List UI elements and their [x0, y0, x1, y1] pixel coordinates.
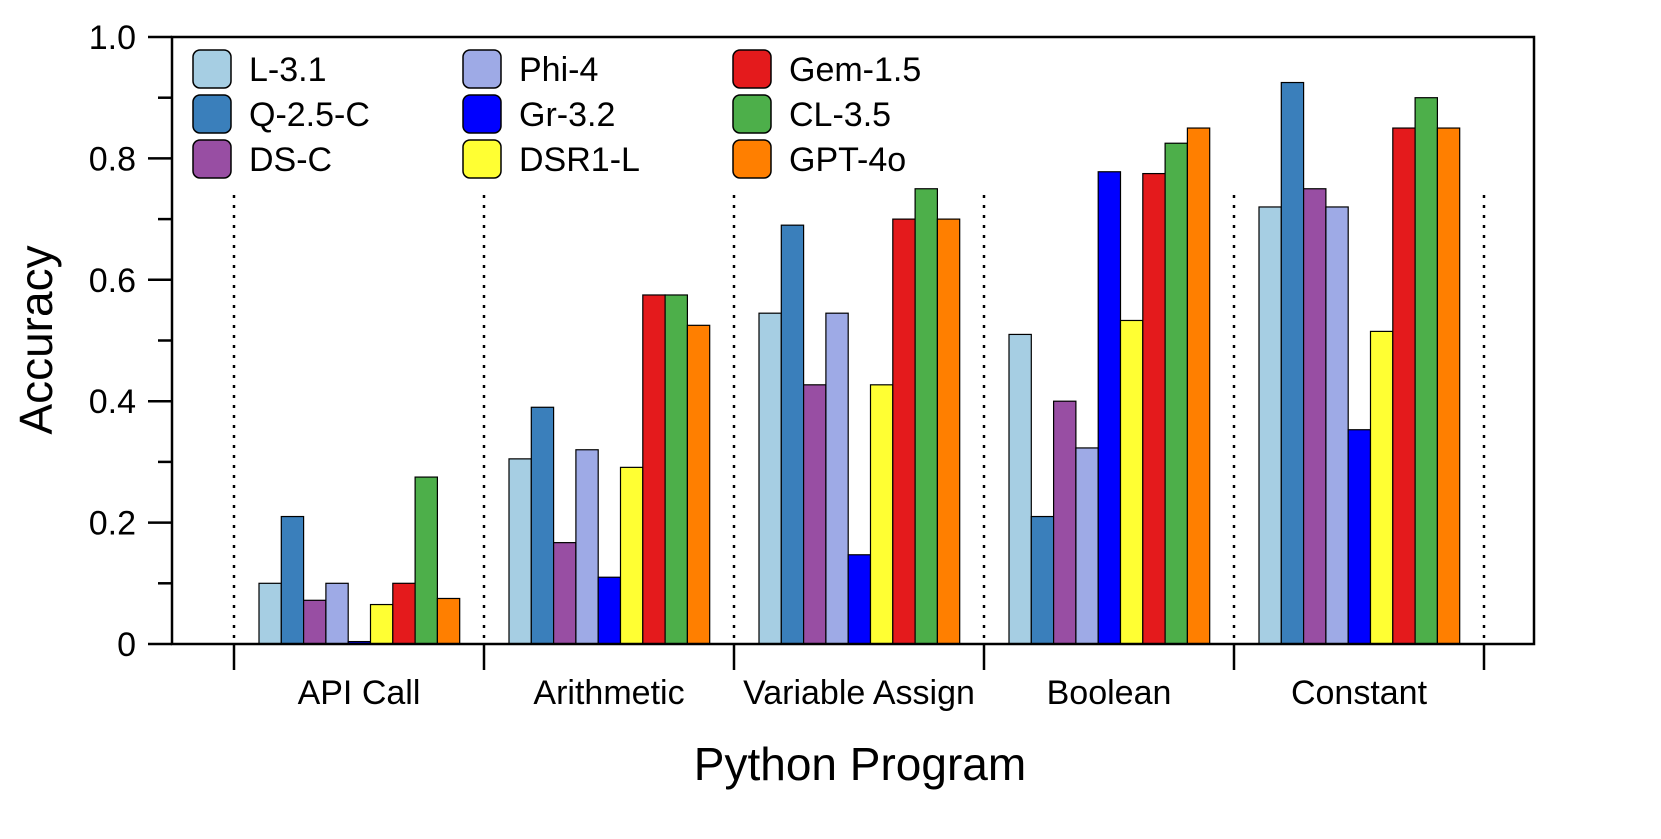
bar-gpt-4o-constant: [1436, 127, 1461, 645]
legend-label: DS-C: [249, 141, 332, 179]
y-tick-label: 0: [117, 626, 136, 664]
bar-gem-1-5-boolean: [1142, 172, 1166, 645]
bar-phi-4-variable-assign: [825, 312, 849, 645]
bar-gr-3-2-variable-assign: [847, 554, 872, 645]
bars-layer: [258, 81, 1461, 645]
bar-gpt-4o-api-call: [436, 597, 461, 645]
bar-gpt-4o-boolean: [1186, 127, 1211, 645]
bar-phi-4-constant: [1325, 206, 1349, 645]
bar-ds-c-variable-assign: [802, 384, 827, 645]
bar-l-3-1-constant: [1258, 206, 1282, 645]
bar-ds-c-boolean: [1052, 400, 1077, 645]
bar-dsr1-l-arithmetic: [619, 466, 644, 645]
bar-q-2-5-c-arithmetic: [530, 406, 555, 645]
bar-phi-4-api-call: [325, 582, 349, 645]
x-tick-label: Arithmetic: [533, 674, 684, 712]
bar-cl-3-5-api-call: [414, 476, 439, 645]
bar-q-2-5-c-boolean: [1030, 515, 1055, 645]
legend-label: CL-3.5: [789, 96, 891, 134]
legend-label: Phi-4: [519, 51, 598, 89]
bar-q-2-5-c-api-call: [280, 515, 305, 645]
legend-label: DSR1-L: [519, 141, 640, 179]
bar-gpt-4o-arithmetic: [686, 324, 711, 645]
y-tick-label: 0.4: [89, 383, 136, 421]
legend-swatch: [462, 94, 502, 134]
x-axis: API Call Arithmetic Variable Assign Boolean…: [232, 644, 1486, 712]
y-tick-label: 0.6: [89, 262, 136, 300]
bar-phi-4-arithmetic: [575, 449, 599, 645]
legend-swatch: [192, 139, 232, 179]
bar-ds-c-api-call: [303, 599, 327, 645]
y-tick-label: 0.2: [89, 505, 136, 543]
legend-swatch: [192, 94, 232, 134]
legend-label: Gr-3.2: [519, 96, 615, 134]
bar-ds-c-constant: [1302, 188, 1327, 645]
bar-phi-4-boolean: [1075, 447, 1099, 645]
x-tick-label: Boolean: [1047, 674, 1172, 712]
y-axis: 0 0.2 0.4 0.6 0.8 1.0: [89, 19, 172, 664]
bar-cl-3-5-variable-assign: [914, 188, 938, 645]
bar-l-3-1-api-call: [258, 582, 282, 645]
bar-l-3-1-arithmetic: [508, 458, 532, 645]
legend-swatch: [462, 49, 502, 89]
legend-label: Gem-1.5: [789, 51, 921, 89]
legend-swatch: [732, 139, 772, 179]
legend-swatch: [192, 49, 232, 89]
bar-gpt-4o-variable-assign: [936, 218, 961, 645]
bar-gem-1-5-arithmetic: [642, 294, 666, 645]
bar-dsr1-l-boolean: [1119, 319, 1144, 645]
bar-l-3-1-variable-assign: [758, 312, 782, 645]
legend-label: L-3.1: [249, 51, 327, 89]
x-tick-label: Variable Assign: [743, 674, 975, 712]
legend: L-3.1 Q-2.5-C DS-C Phi-4 Gr-3.2 DSR1-L Gem-1.5…: [192, 49, 921, 179]
y-tick-label: 0.8: [89, 140, 136, 178]
bar-cl-3-5-constant: [1414, 97, 1438, 645]
y-tick-label: 1.0: [89, 19, 136, 57]
legend-swatch: [732, 49, 772, 89]
bar-gr-3-2-constant: [1347, 429, 1372, 645]
x-tick-label: API Call: [298, 674, 421, 712]
bar-dsr1-l-variable-assign: [869, 384, 894, 645]
x-tick-label: Constant: [1291, 674, 1428, 712]
bar-cl-3-5-arithmetic: [664, 294, 688, 645]
legend-label: Q-2.5-C: [249, 96, 370, 134]
bar-gr-3-2-boolean: [1097, 171, 1122, 645]
bar-cl-3-5-boolean: [1164, 142, 1188, 645]
bar-dsr1-l-api-call: [369, 603, 394, 645]
bar-gem-1-5-variable-assign: [892, 218, 916, 645]
y-axis-title: Accuracy: [10, 245, 62, 434]
bar-dsr1-l-constant: [1369, 330, 1394, 645]
legend-swatch: [462, 139, 502, 179]
bar-gem-1-5-constant: [1392, 127, 1416, 645]
bar-q-2-5-c-constant: [1280, 81, 1305, 645]
bar-gem-1-5-api-call: [392, 582, 416, 645]
legend-swatch: [732, 94, 772, 134]
bar-ds-c-arithmetic: [552, 542, 577, 645]
x-axis-title: Python Program: [694, 738, 1026, 790]
bar-l-3-1-boolean: [1008, 333, 1032, 645]
bar-q-2-5-c-variable-assign: [780, 224, 805, 645]
legend-label: GPT-4o: [789, 141, 906, 179]
bar-gr-3-2-arithmetic: [597, 576, 622, 645]
